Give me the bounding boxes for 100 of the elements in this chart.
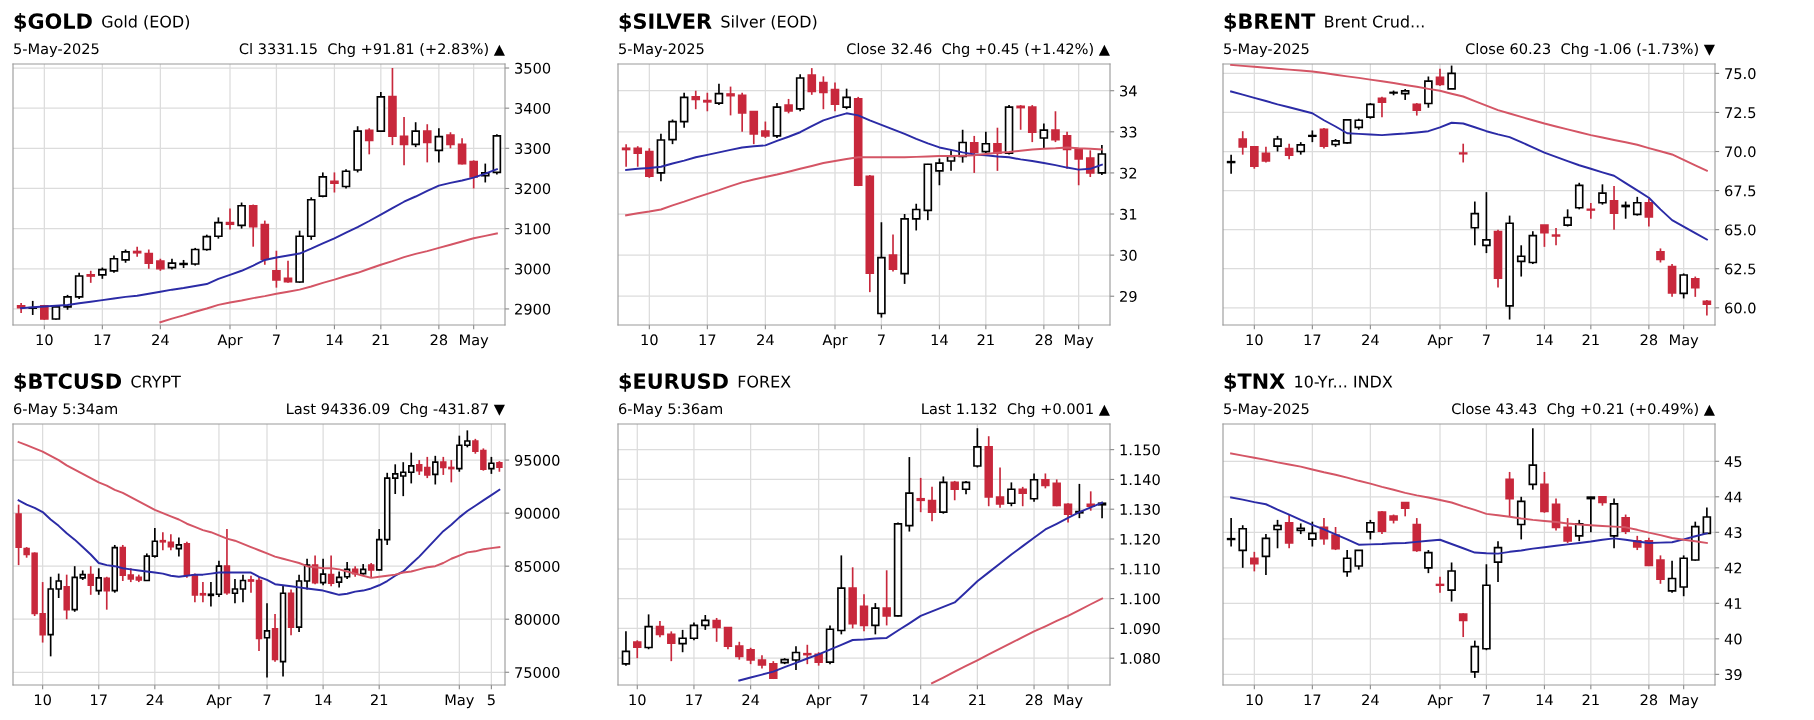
x-tick-label: 14 [1536,694,1553,706]
x-tick-label: May [460,334,489,349]
x-tick-label: 17 [699,334,716,346]
candlestick [830,81,840,113]
candlestick [1447,64,1456,90]
x-tick-label: 7 [272,334,280,346]
candlestick [1690,275,1700,298]
x-tick-label: 7 [860,694,868,706]
candlestick [1516,495,1526,541]
y-tick-label: 2900 [515,303,551,315]
candlestick [668,118,677,145]
candlestick [726,85,735,117]
y-tick-label: 1.120 [1120,533,1160,545]
candlestick [981,130,991,156]
line-series [1230,452,1708,544]
candlestick [469,159,478,190]
line-series [1230,90,1708,241]
candlestick [341,168,351,190]
x-tick-label: 10 [629,694,646,706]
candlestick [214,216,223,240]
candlestick [1074,147,1083,187]
x-tick-label: May [445,694,474,709]
candlestick [432,454,439,486]
candlestick [1540,224,1549,248]
x-tick-label: May [1670,334,1699,349]
candlestick [973,427,982,469]
y-tick-label: 75.0 [1725,68,1756,80]
candlestick [411,121,420,148]
candlestick [231,578,239,605]
x-tick-label: 28 [1035,334,1053,346]
x-tick-label: Apr [206,694,232,709]
candlestick [248,203,258,248]
candlestick [1574,181,1584,211]
candlestick [995,466,1005,509]
candlestick [1505,471,1514,518]
candlestick [1574,519,1584,543]
candlestick [803,643,812,665]
candlestick [272,249,281,289]
candlestick [63,573,70,621]
candlestick [263,602,271,679]
candlestick [678,629,687,654]
candlestick [842,87,851,111]
y-tick-label: 3100 [515,223,551,235]
y-tick-label: 32 [1120,167,1137,179]
y-tick-label: 90000 [514,507,560,519]
candlestick [408,451,415,485]
x-tick-label: 7 [263,694,271,706]
y-tick-label: 62.5 [1725,263,1756,275]
candlestick [434,127,444,164]
chart-title: $SILVER [619,12,712,32]
candlestick [319,557,327,587]
candlestick [1679,272,1688,300]
candlestick [1238,524,1248,569]
x-tick-label: 21 [370,694,388,706]
y-tick-label: 34 [1120,85,1137,97]
x-tick-label: 10 [1246,694,1263,706]
y-tick-label: 72.5 [1725,107,1756,119]
candlestick [327,554,335,588]
candlestick [935,157,944,187]
text: Last 94336.09 Chg -431.87 ▼ [287,402,505,418]
candlestick [95,567,102,596]
candlestick [424,456,431,479]
text: 5-May-2025 [14,43,99,58]
candlestick [621,143,631,168]
text: 6-May 5:34am [14,403,117,418]
x-tick-label: 24 [152,334,169,346]
chart-subtitle: FOREX [738,375,791,388]
x-tick-label: 21 [969,694,986,706]
candlestick [1424,75,1433,109]
candlestick [703,91,712,113]
x-tick-label: Apr [1427,334,1453,349]
candlestick [950,480,959,502]
y-tick-label: 1.140 [1120,474,1160,486]
candlestick [1644,197,1654,228]
x-tick-label: 7 [1482,694,1490,706]
text: 5-May-2025 [619,43,704,58]
x-tick-label: 5 [487,694,495,706]
x-tick-label: 17 [91,694,107,706]
x-tick-label: 24 [146,694,164,706]
x-tick-label: 14 [913,694,930,706]
candlestick [399,461,407,497]
candlestick [871,602,880,636]
x-tick-label: 7 [1482,334,1490,346]
y-tick-label: 30 [1120,249,1137,261]
candlestick [916,477,925,514]
x-tick-label: 14 [1536,334,1553,346]
y-tick-label: 70.0 [1725,146,1756,158]
candlestick [969,135,979,174]
y-tick-label: 3300 [515,143,551,155]
candlestick [714,82,724,106]
x-tick-label: Apr [1427,694,1453,709]
y-tick-label: 40 [1724,633,1742,645]
y-tick-label: 67.5 [1725,185,1756,197]
candlestick [712,617,721,643]
y-tick-label: 60.0 [1725,302,1756,314]
candlestick [1377,510,1387,535]
y-tick-label: 1.100 [1120,593,1160,605]
candlestick [1458,612,1468,638]
candlestick [86,269,96,284]
candlestick [1319,127,1329,150]
